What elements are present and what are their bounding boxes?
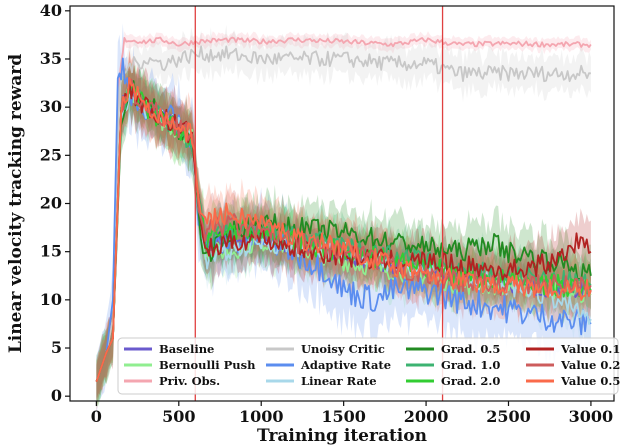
- legend-box: [117, 337, 619, 395]
- band-5: [96, 71, 591, 404]
- y-tick-label: 15: [40, 242, 62, 261]
- legend-entry: Value 0.1: [560, 342, 620, 356]
- series-line-11: [95, 77, 592, 382]
- legend: Baseline Bernoulli Push Priv. Obs. Unoisy C…: [117, 337, 620, 395]
- x-tick-label: 2500: [486, 407, 531, 426]
- legend-entry: Grad. 2.0: [441, 374, 500, 388]
- legend-entry: Adaptive Rate: [300, 358, 391, 372]
- band-1: [96, 60, 591, 398]
- band-8: [96, 62, 591, 407]
- y-tick-label: 0: [51, 386, 62, 405]
- band-6: [96, 62, 591, 407]
- x-axis-ticks: 0 500 1000 1500 2000 2500 3000: [91, 401, 613, 426]
- y-axis-ticks: 0 5 10 15 20 25 30 35 40: [40, 1, 70, 405]
- y-tick-label: 30: [40, 97, 62, 116]
- y-tick-label: 10: [40, 290, 62, 309]
- vertical-markers: [194, 6, 444, 401]
- series-lines: [95, 36, 592, 382]
- series-line-3: [95, 45, 591, 382]
- y-tick-label: 35: [40, 49, 62, 68]
- legend-entry: Grad. 0.5: [441, 342, 500, 356]
- y-tick-label: 5: [51, 338, 62, 357]
- band-4: [96, 23, 591, 414]
- y-tick-label: 20: [40, 194, 62, 213]
- band-7: [96, 61, 591, 407]
- legend-entry: Bernoulli Push: [159, 358, 256, 372]
- legend-entry: Grad. 1.0: [441, 358, 500, 372]
- legend-entry: Priv. Obs.: [159, 374, 220, 388]
- x-tick-label: 3000: [569, 407, 614, 426]
- legend-entry: Baseline: [159, 342, 214, 356]
- legend-entry: Unoisy Critic: [301, 342, 385, 356]
- x-tick-label: 500: [162, 407, 195, 426]
- y-axis-label: Linear velocity tracking reward: [6, 54, 26, 353]
- y-tick-label: 40: [40, 1, 62, 20]
- legend-entry: Value 0.2: [560, 358, 620, 372]
- series-line-2: [95, 36, 592, 382]
- band-9: [96, 50, 591, 400]
- legend-entry: Value 0.5: [560, 374, 620, 388]
- x-tick-label: 1000: [239, 407, 284, 426]
- x-axis-label: Training iteration: [257, 426, 427, 446]
- legend-entry: Linear Rate: [301, 374, 377, 388]
- x-tick-label: 2000: [404, 407, 449, 426]
- x-tick-label: 0: [91, 407, 102, 426]
- x-tick-label: 1500: [321, 407, 366, 426]
- y-tick-label: 25: [40, 145, 62, 164]
